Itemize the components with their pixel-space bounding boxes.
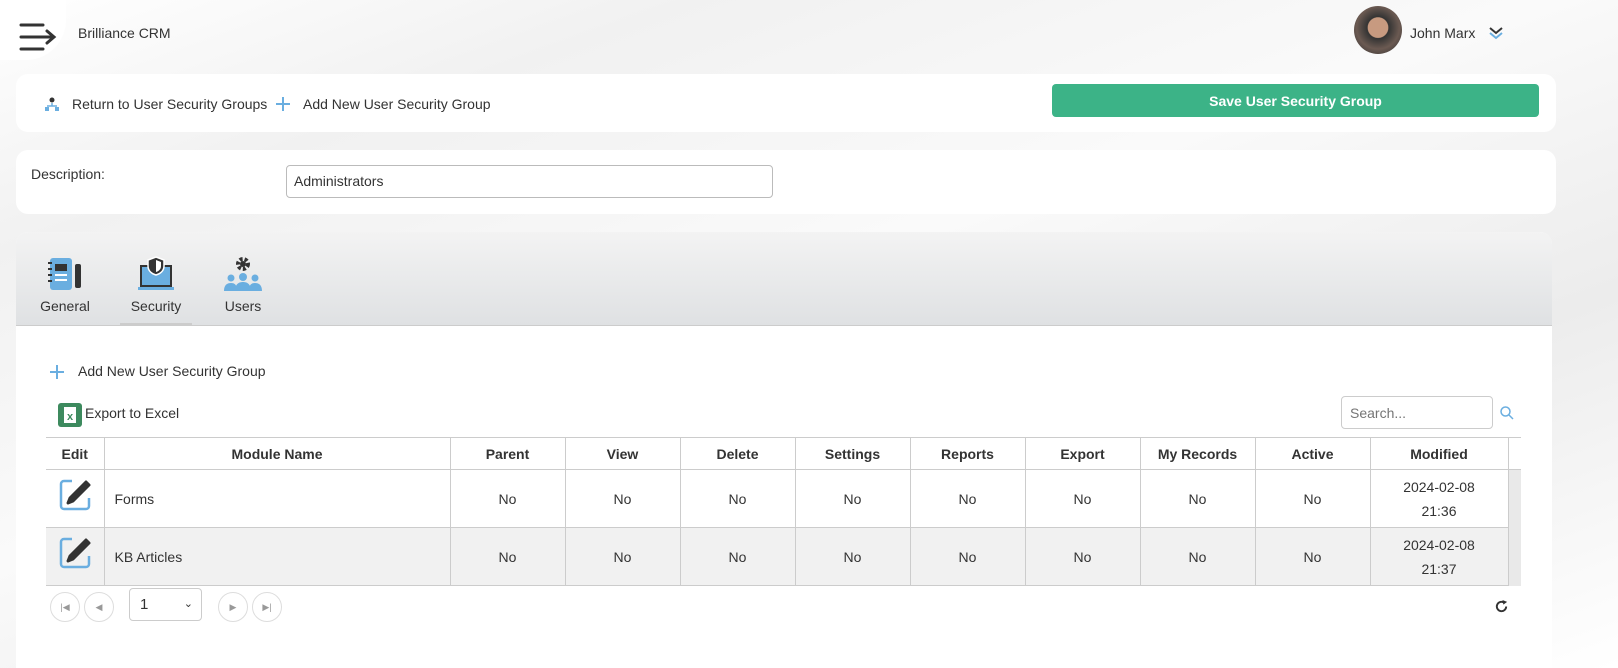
header-scroll-spacer (1507, 437, 1521, 470)
edit-icon[interactable] (58, 536, 92, 570)
delete-cell: No (679, 527, 796, 586)
table-header: Edit Module Name Parent View Delete Sett… (46, 437, 1521, 470)
last-page-button[interactable]: ▶| (252, 592, 282, 622)
col-export[interactable]: Export (1024, 437, 1141, 470)
modules-table: Edit Module Name Parent View Delete Sett… (46, 437, 1521, 586)
edit-icon[interactable] (58, 478, 92, 512)
table-row: KB Articles No No No No No No No No 2024… (46, 527, 1521, 586)
col-module-name[interactable]: Module Name (103, 437, 451, 470)
prev-page-button[interactable]: ◀ (84, 592, 114, 622)
modified-cell: 2024-02-08 21:37 (1369, 527, 1509, 586)
export-excel-link[interactable]: Export to Excel (85, 405, 180, 421)
edit-cell[interactable] (46, 527, 105, 586)
col-reports[interactable]: Reports (909, 437, 1026, 470)
delete-cell: No (679, 469, 796, 528)
app-title: Brilliance CRM (78, 25, 171, 41)
reports-cell: No (909, 469, 1026, 528)
export-cell: No (1024, 527, 1141, 586)
module-name: Forms (103, 469, 451, 528)
next-page-button[interactable]: ▶ (218, 592, 248, 622)
user-name[interactable]: John Marx (1410, 25, 1476, 41)
avatar[interactable] (1354, 6, 1402, 54)
export-cell: No (1024, 469, 1141, 528)
tab-general[interactable]: General (40, 256, 90, 314)
tab-security[interactable]: Security (120, 256, 192, 326)
svg-text:x: x (67, 411, 74, 423)
main-panel: General Security Users Add New User Secu… (16, 232, 1552, 668)
table-row: Forms No No No No No No No No 2024-02-08… (46, 469, 1521, 586)
save-button[interactable]: Save User Security Group (1052, 84, 1539, 117)
add-group-link[interactable]: Add New User Security Group (303, 96, 491, 112)
edit-cell[interactable] (46, 469, 105, 528)
view-cell: No (564, 469, 681, 528)
modified-date: 2024-02-08 (1403, 478, 1475, 495)
active-cell: No (1254, 527, 1371, 586)
tab-general-label: General (40, 298, 90, 314)
active-cell: No (1254, 469, 1371, 528)
modified-time: 21:36 (1421, 502, 1457, 519)
grid-add-group-link[interactable]: Add New User Security Group (78, 363, 266, 379)
col-my-records[interactable]: My Records (1139, 437, 1256, 470)
tab-users-label: Users (224, 298, 262, 314)
modified-time: 21:37 (1421, 560, 1457, 577)
tab-security-label: Security (130, 298, 182, 314)
refresh-icon[interactable] (1494, 599, 1509, 614)
settings-cell: No (794, 469, 911, 528)
view-cell: No (564, 527, 681, 586)
description-input[interactable]: Administrators (286, 165, 773, 198)
my-records-cell: No (1139, 469, 1256, 528)
parent-cell: No (449, 527, 566, 586)
parent-cell: No (449, 469, 566, 528)
laptop-shield-icon (138, 256, 174, 290)
reports-cell: No (909, 527, 1026, 586)
col-view[interactable]: View (564, 437, 681, 470)
my-records-cell: No (1139, 527, 1256, 586)
description-label: Description: (31, 166, 105, 182)
excel-icon[interactable]: x (58, 403, 82, 427)
plus-icon (50, 365, 64, 379)
col-active[interactable]: Active (1254, 437, 1371, 470)
chevron-down-icon[interactable] (1488, 25, 1504, 41)
return-to-groups-link[interactable]: Return to User Security Groups (72, 96, 268, 112)
tab-bar: General Security Users (16, 232, 1552, 326)
description-card (16, 150, 1556, 214)
page-select[interactable]: 1 ⌄ (129, 588, 202, 621)
notebook-icon (48, 258, 81, 290)
col-modified[interactable]: Modified (1369, 437, 1509, 470)
chevron-down-icon: ⌄ (183, 598, 193, 610)
menu-button[interactable] (0, 0, 66, 60)
hierarchy-icon (45, 97, 59, 111)
menu-arrow-icon (19, 23, 57, 51)
settings-cell: No (794, 527, 911, 586)
search-icon[interactable] (1500, 406, 1514, 420)
first-page-button[interactable]: |◀ (50, 592, 80, 622)
col-parent[interactable]: Parent (449, 437, 566, 470)
col-edit[interactable]: Edit (46, 437, 105, 470)
plus-icon (276, 97, 290, 111)
tab-users[interactable]: Users (218, 256, 268, 314)
modified-date: 2024-02-08 (1403, 536, 1475, 553)
modified-cell: 2024-02-08 21:36 (1369, 469, 1509, 528)
col-delete[interactable]: Delete (679, 437, 796, 470)
module-name: KB Articles (103, 527, 451, 586)
vertical-scrollbar[interactable] (1508, 469, 1521, 586)
search-input[interactable] (1341, 396, 1493, 429)
col-settings[interactable]: Settings (794, 437, 911, 470)
page-select-value: 1 (140, 596, 149, 613)
users-gear-icon (224, 257, 262, 291)
